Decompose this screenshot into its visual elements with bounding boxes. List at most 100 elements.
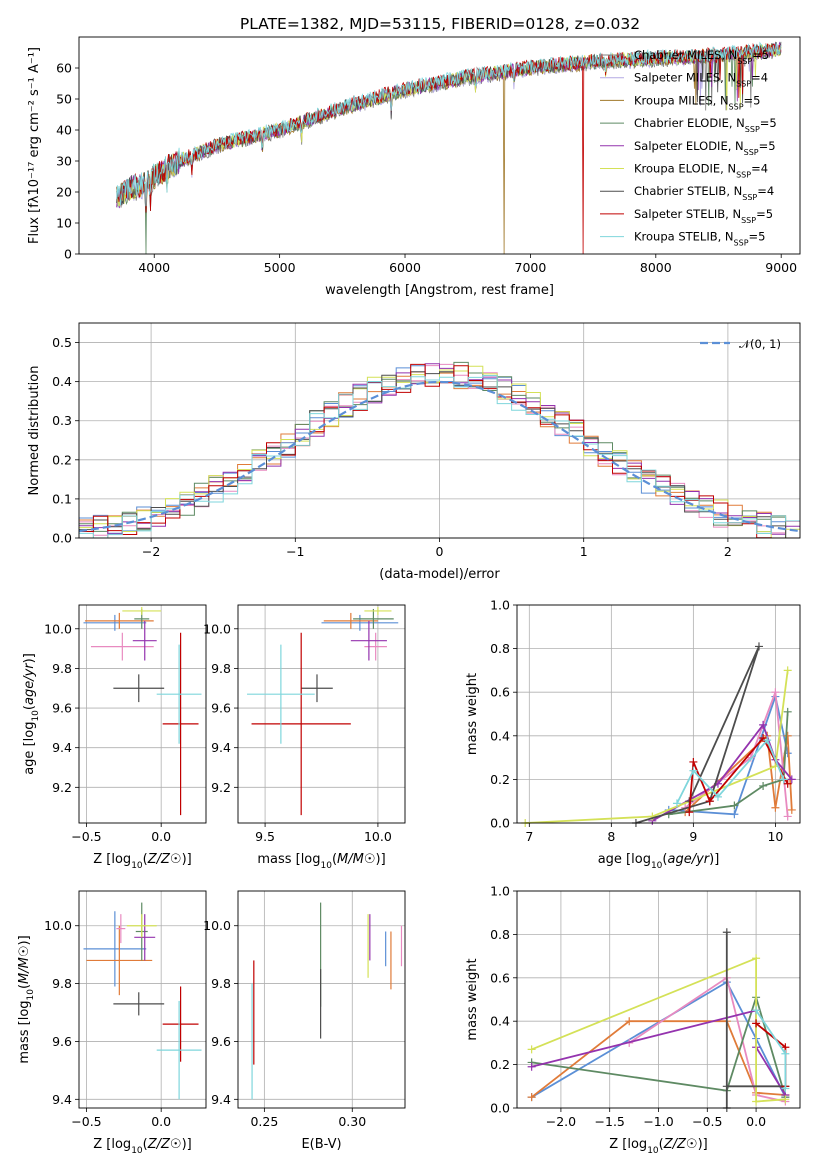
x-tick-label: 9: [689, 829, 697, 844]
x-tick-label: −1: [286, 544, 304, 559]
axes-frame: [78, 36, 801, 255]
spectrum-legend: Chabrier MILES, NSSP=5 Salpeter MILES, NS…: [600, 48, 777, 247]
weight-marker: [527, 1062, 536, 1071]
x-tick-label: 0.30: [338, 1114, 366, 1129]
errorbar-point: [162, 632, 199, 816]
x-tick-label: 0.0: [151, 1114, 171, 1129]
spectrum-line: [116, 41, 782, 207]
axes-frame: [516, 890, 801, 1109]
axis-label: Z [log10(Z/Z☉)]: [609, 1137, 707, 1156]
weight-marker: [527, 1045, 536, 1054]
weight-marker: [722, 928, 731, 937]
spectrum-title: PLATE=1382, MJD=53115, FIBERID=0128, z=0…: [240, 15, 640, 33]
age-vs-mass-grid: [238, 605, 405, 823]
y-tick-label: 40: [56, 123, 72, 138]
weight-marker: [752, 954, 761, 963]
weight-marker: [527, 1093, 536, 1102]
weight-line: [531, 994, 787, 1098]
y-tick-label: 9.2: [211, 780, 231, 795]
weight-marker: [783, 779, 792, 788]
weight-marker: [722, 1082, 731, 1091]
residuals-ticks: −2 −1 0 1 2 0.0 0.1 0.2 0.3 0.4 0.5: [52, 335, 732, 559]
weight-marker: [781, 1095, 790, 1104]
y-tick-label: 9.4: [52, 740, 72, 755]
y-tick-label: 9.8: [211, 661, 231, 676]
errorbar-point: [134, 914, 156, 961]
y-tick-label: 9.6: [211, 701, 231, 716]
x-tick-label: 10.0: [364, 829, 392, 844]
weight-series: [672, 736, 788, 808]
mass-vs-ebv-ticks: 0.25 0.30 9.4 9.6 9.8 10.0: [203, 918, 366, 1129]
age-vs-mass-plot-area: [247, 606, 399, 816]
weight-marker: [759, 720, 768, 729]
weight-marker: [787, 775, 796, 784]
spectrum-plot-area: [116, 41, 782, 254]
residuals-panel: −2 −1 0 1 2 0.0 0.1 0.2 0.3 0.4 0.5 𝒩(0, 1) (data-mo…: [27, 322, 801, 582]
y-tick-label: 60: [56, 61, 72, 76]
errorbar-point: [116, 914, 126, 944]
weight-marker: [754, 642, 763, 651]
errorbar-point: [90, 632, 154, 661]
errorbar-point: [84, 612, 154, 629]
x-tick-label: 0.0: [151, 829, 171, 844]
legend-entry: Chabrier ELODIE, NSSP=5: [634, 116, 777, 134]
axes-frame: [237, 890, 406, 1109]
y-tick-label: 9.4: [211, 1092, 231, 1107]
weight-marker: [689, 766, 698, 775]
y-tick-label: 10.0: [203, 621, 231, 636]
y-tick-label: 0.8: [490, 927, 510, 942]
y-tick-label: 0.4: [52, 374, 72, 389]
spectrum-ticks: 4000 5000 6000 7000 8000 9000 0 10 20 30 40 50 60: [56, 61, 797, 276]
age-vs-Z-panel: −0.5 0.0 9.2 9.4 9.6 9.8 10.0 Z [log10(Z/Z☉)] ag…: [22, 604, 207, 871]
errorbar-point: [162, 986, 199, 1062]
errorbar-point: [83, 911, 147, 987]
errorbar-point: [113, 992, 165, 1016]
y-tick-label: 10: [56, 216, 72, 231]
weight-vs-age-panel: 7 8 9 10 0.0 0.2 0.4 0.6 0.8 1.0 age [log10(age/yr…: [465, 598, 801, 871]
legend-entry: 𝒩(0, 1): [739, 337, 781, 351]
histogram-series: [79, 371, 800, 538]
errorbar-point: [323, 612, 378, 629]
weight-vs-Z-plot-area: [527, 928, 790, 1112]
weight-marker: [779, 775, 788, 784]
weight-marker: [705, 797, 714, 806]
y-tick-label: 9.6: [52, 701, 72, 716]
weight-marker: [783, 812, 792, 821]
errorbar-point: [122, 606, 162, 615]
y-axis-label: mass weight: [465, 958, 480, 1040]
y-tick-label: 0.4: [490, 1014, 510, 1029]
x-tick-label: 5000: [264, 260, 296, 275]
weight-marker: [783, 666, 792, 675]
mass-vs-Z-grid: [79, 891, 206, 1108]
axes-frame: [78, 604, 207, 824]
legend-entry: Kroupa MILES, NSSP=5: [634, 93, 760, 111]
x-tick-label: −0.5: [71, 1114, 101, 1129]
age-vs-Z-ticks: −0.5 0.0 9.2 9.4 9.6 9.8 10.0: [44, 621, 171, 844]
x-tick-label: 0.0: [746, 1114, 766, 1129]
age-vs-mass-ticks: 9.5 10.0 9.2 9.4 9.6 9.8 10.0: [203, 621, 392, 844]
weight-marker: [685, 808, 694, 817]
y-tick-label: 9.8: [52, 976, 72, 991]
y-tick-label: 0.6: [490, 685, 510, 700]
weight-vs-age-plot-area: [521, 642, 796, 827]
y-axis-label: mass weight: [465, 673, 480, 755]
weight-vs-Z-panel: −2.0 −1.5 −1.0 −0.5 0.0 0.0 0.2 0.4 0.6 0.8 1.0 Z […: [465, 884, 801, 1156]
weight-marker: [759, 733, 768, 742]
weight-line: [525, 670, 789, 824]
y-tick-label: 0.0: [52, 531, 72, 546]
x-tick-label: 0: [436, 544, 444, 559]
errorbar-point: [251, 632, 351, 816]
errorbar-point: [350, 620, 387, 661]
weight-marker: [689, 757, 698, 766]
errorbar-point: [364, 606, 392, 615]
errorbar-point: [156, 644, 202, 744]
residuals-plot-area: [79, 361, 800, 538]
axes-frame: [516, 604, 801, 824]
axes-frame: [78, 322, 801, 539]
x-tick-label: 9000: [765, 260, 797, 275]
weight-marker: [783, 707, 792, 716]
y-tick-label: 10.0: [44, 621, 72, 636]
legend-entry: Chabrier STELIB, NSSP=4: [634, 184, 774, 202]
axes-frame: [237, 604, 406, 824]
